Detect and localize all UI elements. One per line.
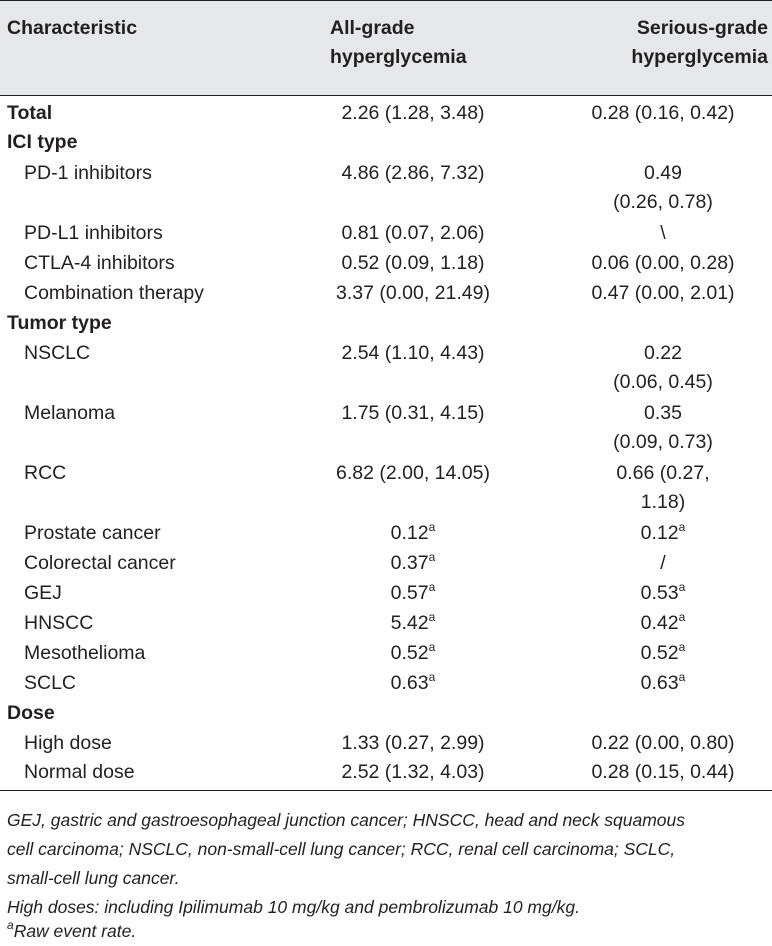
row-sclc-all: 0.63a (390, 670, 436, 694)
row-nsclc-all: 2.54 (1.10, 4.43) (341, 342, 485, 364)
row-hnscc-label: HNSCC (24, 612, 94, 634)
header-serious-grade-line2: hyperglycemia (631, 46, 768, 68)
row-pdl1-label: PD-L1 inhibitors (24, 222, 163, 244)
row-mesothelioma-serious: 0.52a (640, 640, 686, 664)
row-rcc-all: 6.82 (2.00, 14.05) (336, 462, 490, 484)
footnote-high-doses: High doses: including Ipilimumab 10 mg/k… (7, 897, 580, 917)
row-gej-serious: 0.53a (640, 580, 686, 604)
row-combination-label: Combination therapy (24, 282, 204, 304)
section-tumor-type: Tumor type (7, 312, 112, 334)
footnote-raw-event-rate: aRaw event rate. (7, 918, 137, 941)
row-total-serious: 0.28 (0.16, 0.42) (591, 102, 735, 124)
row-pd1-all: 4.86 (2.86, 7.32) (341, 162, 485, 184)
header-rule (0, 95, 772, 96)
row-pd1-serious-line2: (0.26, 0.78) (613, 191, 713, 213)
header-serious-grade-line1: Serious-grade (636, 17, 768, 39)
row-gej-label: GEJ (24, 582, 62, 604)
row-total-label: Total (7, 102, 53, 124)
row-melanoma-label: Melanoma (24, 402, 116, 424)
row-pdl1-all: 0.81 (0.07, 2.06) (341, 222, 485, 244)
row-normal-dose-serious: 0.28 (0.15, 0.44) (591, 761, 735, 783)
table-header-background (0, 0, 772, 95)
section-dose: Dose (7, 702, 55, 724)
row-ctla4-label: CTLA-4 inhibitors (24, 252, 175, 274)
row-hnscc-serious: 0.42a (640, 610, 686, 634)
row-combination-all: 3.37 (0.00, 21.49) (336, 282, 490, 304)
row-rcc-label: RCC (24, 462, 67, 484)
row-combination-serious: 0.47 (0.00, 2.01) (591, 282, 735, 304)
row-normal-dose-all: 2.52 (1.32, 4.03) (341, 761, 485, 783)
footnote-abbreviations-line3: small-cell lung cancer. (7, 868, 180, 888)
row-pd1-serious-line1: 0.49 (644, 162, 682, 184)
row-melanoma-all: 1.75 (0.31, 4.15) (341, 402, 485, 424)
row-nsclc-serious-line2: (0.06, 0.45) (613, 371, 713, 393)
bottom-rule (0, 790, 772, 791)
row-rcc-serious-line2: 1.18) (640, 491, 686, 513)
header-all-grade-line1: All-grade (330, 17, 415, 39)
row-ctla4-serious: 0.06 (0.00, 0.28) (591, 252, 735, 274)
row-colorectal-serious: / (660, 552, 666, 574)
header-characteristic: Characteristic (7, 17, 138, 39)
footnote-abbreviations-line2: cell carcinoma; NSCLC, non-small-cell lu… (7, 839, 676, 859)
section-ici-type: ICI type (7, 131, 78, 153)
row-prostate-all: 0.12a (390, 520, 436, 544)
header-all-grade-line2: hyperglycemia (330, 46, 467, 68)
row-normal-dose-label: Normal dose (24, 761, 135, 783)
row-colorectal-all: 0.37a (390, 550, 436, 574)
row-prostate-serious: 0.12a (640, 520, 686, 544)
row-high-dose-label: High dose (24, 732, 112, 754)
row-total-all: 2.26 (1.28, 3.48) (341, 102, 485, 124)
row-nsclc-serious-line1: 0.22 (644, 342, 682, 364)
row-mesothelioma-label: Mesothelioma (24, 642, 146, 664)
row-pd1-label: PD-1 inhibitors (24, 162, 152, 184)
footnote-abbreviations-line1: GEJ, gastric and gastroesophageal juncti… (7, 810, 686, 830)
row-colorectal-label: Colorectal cancer (24, 552, 176, 574)
row-prostate-label: Prostate cancer (24, 522, 161, 544)
row-rcc-serious-line1: 0.66 (0.27, (616, 462, 710, 484)
row-nsclc-label: NSCLC (24, 342, 91, 364)
row-sclc-serious: 0.63a (640, 670, 686, 694)
row-sclc-label: SCLC (24, 672, 77, 694)
row-ctla4-all: 0.52 (0.09, 1.18) (341, 252, 485, 274)
row-melanoma-serious-line2: (0.09, 0.73) (613, 431, 713, 453)
row-mesothelioma-all: 0.52a (390, 640, 436, 664)
row-high-dose-serious: 0.22 (0.00, 0.80) (591, 732, 735, 754)
row-melanoma-serious-line1: 0.35 (644, 402, 682, 424)
row-high-dose-all: 1.33 (0.27, 2.99) (341, 732, 485, 754)
row-pdl1-serious: \ (660, 222, 666, 244)
row-gej-all: 0.57a (390, 580, 436, 604)
row-hnscc-all: 5.42a (390, 610, 436, 634)
top-rule (0, 0, 772, 1)
